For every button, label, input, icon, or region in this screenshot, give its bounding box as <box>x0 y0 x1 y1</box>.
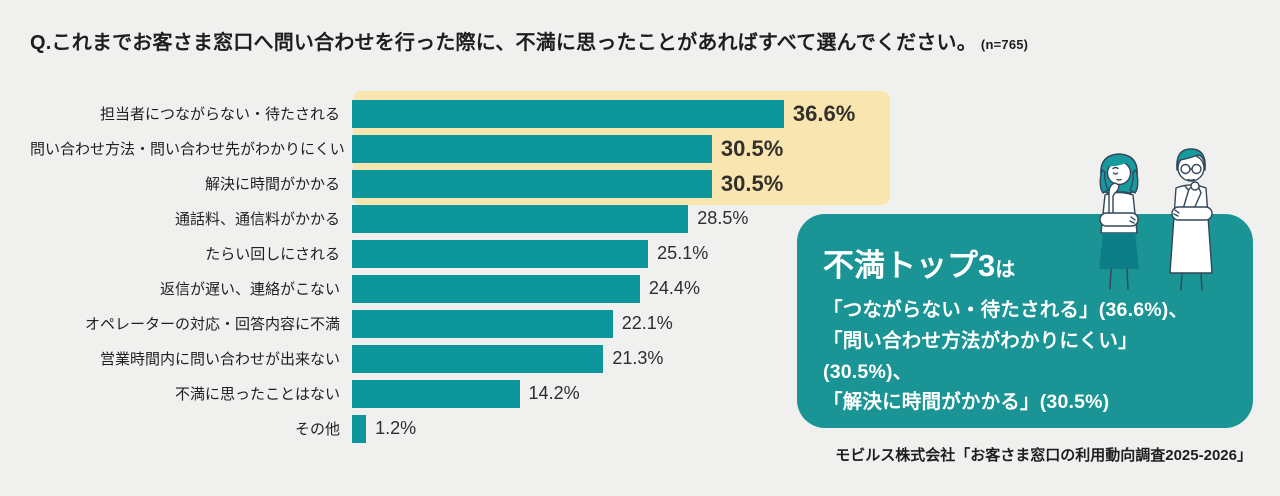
woman-brow <box>1112 166 1119 170</box>
bar <box>352 134 712 163</box>
bar <box>352 344 604 373</box>
value-label: 14.2% <box>528 383 580 403</box>
woman-hand-lines <box>1129 216 1136 224</box>
source-credit: モビルス株式会社「お客さま窓口の利用動向調査2025-2026」 <box>835 447 1252 464</box>
callout-line: 「問い合わせ方法がわかりにくい」(30.5%)、 <box>823 329 1138 383</box>
value-label: 30.5% <box>720 170 784 196</box>
category-label: オペレーターの対応・回答内容に不満 <box>84 316 340 333</box>
category-label: 解決に時間がかかる <box>204 176 340 193</box>
bar <box>352 274 640 303</box>
value-label: 24.4% <box>648 278 700 298</box>
man-hair <box>1176 148 1206 171</box>
category-label: その他 <box>294 421 340 438</box>
bar <box>352 379 520 408</box>
woman-side-lock-left <box>1099 169 1109 194</box>
category-label: 問い合わせ方法・問い合わせ先がわかりにくい <box>30 141 345 158</box>
bar-row: 担当者につながらない・待たされる 36.6% <box>30 96 855 131</box>
value-label: 22.1% <box>621 313 673 333</box>
callout-heading-suffix: は <box>995 259 1016 281</box>
woman-eye <box>1112 172 1119 175</box>
man-figure <box>1169 148 1213 291</box>
value-label: 36.6% <box>792 100 856 126</box>
bar <box>352 309 613 338</box>
bar <box>352 239 649 268</box>
woman-mouth <box>1116 178 1122 181</box>
man-crossed-arm <box>1171 206 1213 221</box>
woman-figure <box>1099 153 1139 290</box>
bar-row: 問い合わせ方法・問い合わせ先がわかりにくい 30.5% <box>30 131 855 166</box>
woman-crossed-arms <box>1099 212 1139 227</box>
category-label: 返信が遅い、連絡がこない <box>159 281 340 298</box>
bar <box>352 99 784 128</box>
value-label: 28.5% <box>697 208 749 228</box>
man-hand-lines <box>1173 209 1180 217</box>
bar-row: 返信が遅い、連絡がこない 24.4% <box>30 271 855 306</box>
bar-row: たらい回しにされる 25.1% <box>30 236 855 271</box>
woman-skirt <box>1099 233 1139 269</box>
bar-chart-rows: 担当者につながらない・待たされる 36.6% 問い合わせ方法・問い合わせ先がわかりに… <box>30 96 855 446</box>
bar-row: 不満に思ったことはない 14.2% <box>30 376 855 411</box>
page-title: Q.これまでお客さま窓口へ問い合わせを行った際に、不満に思ったことがあればすべて… <box>30 26 1028 55</box>
bar-row: その他 1.2% <box>30 411 855 446</box>
bar-row: オペレーターの対応・回答内容に不満 22.1% <box>30 306 855 341</box>
category-label: 営業時間内に問い合わせが出来ない <box>99 351 340 368</box>
category-label: たらい回しにされる <box>205 246 340 263</box>
bar-row: 通話料、通信料がかかる 28.5% <box>30 201 855 236</box>
bar-row: 営業時間内に問い合わせが出来ない 21.3% <box>30 341 855 376</box>
category-label: 担当者につながらない・待たされる <box>99 106 340 123</box>
bar-chart: 担当者につながらない・待たされる 36.6% 問い合わせ方法・問い合わせ先がわかりに… <box>30 96 855 446</box>
value-label: 1.2% <box>375 418 417 438</box>
bar <box>352 169 712 198</box>
value-label: 25.1% <box>657 243 709 263</box>
callout-heading: 不満トップ3は <box>823 250 1227 281</box>
category-label: 不満に思ったことはない <box>174 386 340 403</box>
callout-heading-main: 不満トップ3 <box>823 248 996 283</box>
woman-fringe <box>1103 157 1135 176</box>
callout-lines: 「つながらない・待たされる」(36.6%)、「問い合わせ方法がわかりにくい」(3… <box>823 295 1227 418</box>
woman-raised-arm <box>1108 182 1120 216</box>
bar-row: 解決に時間がかかる 30.5% <box>30 166 855 201</box>
man-fist <box>1190 181 1200 191</box>
woman-legs <box>1109 268 1129 290</box>
two-people-thinking-illustration <box>1099 148 1213 291</box>
category-label: 通話料、通信料がかかる <box>174 211 340 228</box>
sample-size: (n=765) <box>980 37 1029 52</box>
callout-line: 「解決に時間がかかる」(30.5%) <box>823 391 1110 414</box>
value-label: 21.3% <box>612 348 664 368</box>
man-legs <box>1180 272 1203 291</box>
value-label: 30.5% <box>720 135 784 161</box>
bar <box>352 204 689 233</box>
bar <box>352 414 367 443</box>
woman-side-lock-right <box>1129 169 1139 194</box>
question-text: Q.これまでお客さま窓口へ問い合わせを行った際に、不満に思ったことがあればすべて… <box>30 32 977 54</box>
callout-line: 「つながらない・待たされる」(36.6%)、 <box>823 299 1189 321</box>
man-mouth <box>1187 178 1195 181</box>
